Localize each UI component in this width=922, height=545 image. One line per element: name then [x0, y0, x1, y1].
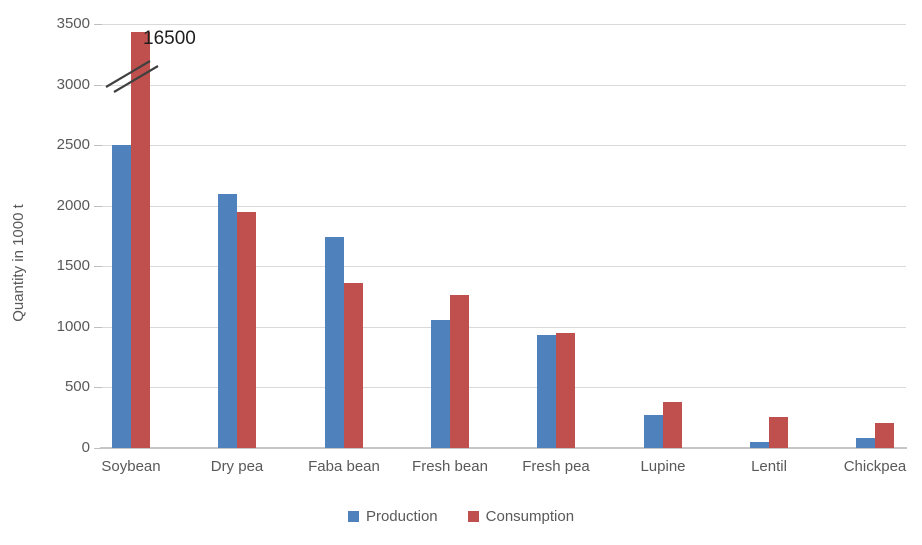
production-bar-chickpea	[856, 438, 875, 448]
production-bar-soybean	[112, 145, 131, 448]
y-tick-label: 1500	[56, 257, 90, 275]
consumption-bar-lentil	[769, 417, 788, 448]
production-bar-fresh-bean	[431, 320, 450, 448]
y-tick-label: 500	[64, 378, 90, 396]
legend: Production Consumption	[0, 508, 922, 525]
y-tick-mark	[94, 326, 102, 328]
production-bar-faba-bean	[325, 237, 344, 448]
y-tick-label: 2000	[56, 196, 90, 214]
production-swatch-icon	[347, 511, 359, 522]
x-tick-label: Faba bean	[308, 458, 380, 475]
y-tick-mark	[94, 84, 102, 86]
consumption-bar-chickpea	[875, 423, 894, 448]
consumption-bar-fresh-pea	[556, 333, 575, 448]
y-tick-label: 2500	[56, 136, 90, 154]
y-tick-label: 3500	[56, 15, 90, 32]
y-tick-mark	[94, 205, 102, 207]
legend-label-consumption: Consumption	[485, 508, 575, 525]
x-tick-label: Fresh bean	[412, 458, 488, 475]
consumption-bar-faba-bean	[344, 283, 363, 448]
gridline	[101, 24, 906, 25]
gridline	[101, 387, 906, 389]
x-tick-label: Lupine	[640, 458, 686, 475]
y-tick-mark	[94, 145, 102, 147]
gridline	[101, 145, 906, 147]
x-tick-label: Chickpea	[843, 458, 907, 475]
y-tick-mark	[94, 24, 102, 25]
gridline	[101, 266, 906, 268]
x-tick-label: Soybean	[101, 458, 161, 475]
legend-label-production: Production	[365, 508, 438, 525]
production-bar-lentil	[750, 442, 769, 448]
y-tick-mark	[94, 448, 102, 449]
legend-item-production: Production	[347, 508, 438, 525]
gridline	[101, 205, 906, 207]
x-tick-label: Dry pea	[210, 458, 264, 475]
gridline	[101, 326, 906, 328]
consumption-swatch-icon	[467, 511, 479, 522]
consumption-bar-fresh-bean	[450, 295, 469, 448]
consumption-bar-dry-pea	[237, 212, 256, 448]
production-bar-lupine	[644, 415, 663, 448]
x-axis-line	[100, 447, 907, 449]
production-bar-dry-pea	[218, 194, 237, 448]
x-tick-label: Lentil	[751, 458, 787, 475]
y-tick-mark	[94, 387, 102, 389]
y-tick-mark	[94, 266, 102, 268]
x-tick-label: Fresh pea	[522, 458, 590, 475]
axis-break-annotation: 16500	[143, 28, 196, 49]
consumption-bar-soybean	[131, 32, 150, 448]
consumption-bar-lupine	[663, 402, 682, 448]
production-bar-fresh-pea	[537, 335, 556, 448]
gridline	[101, 84, 906, 86]
y-tick-label: 3000	[56, 75, 90, 93]
y-tick-label: 1000	[56, 317, 90, 335]
legend-item-consumption: Consumption	[467, 508, 575, 525]
y-tick-label: 0	[81, 439, 90, 456]
axis-break-icon	[105, 60, 159, 93]
